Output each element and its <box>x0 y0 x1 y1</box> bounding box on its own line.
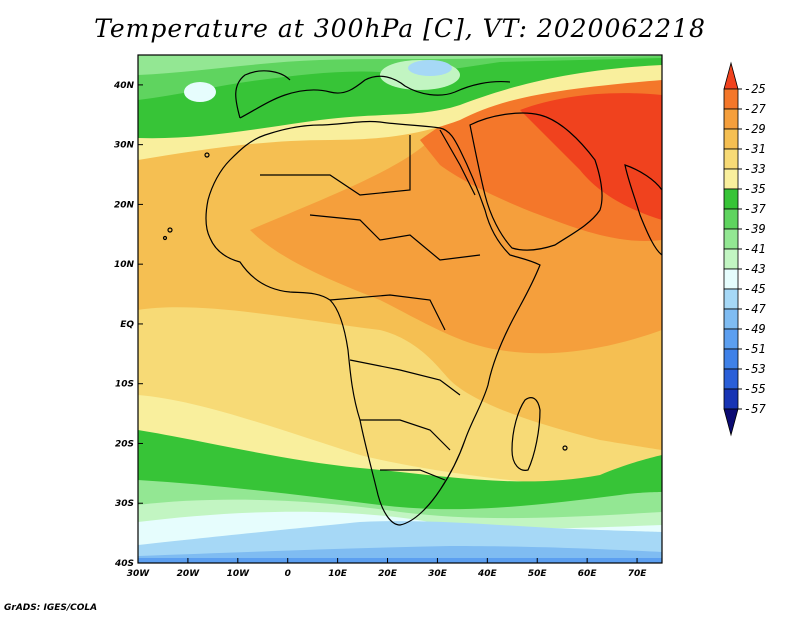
lon-tick-label: 70E <box>628 569 648 579</box>
colorbar-swatch <box>723 228 739 250</box>
temperature-field <box>138 55 662 563</box>
colorbar-swatch <box>723 168 739 190</box>
colorbar-label: -37 <box>744 202 766 216</box>
lon-tick-label: 0 <box>285 569 291 579</box>
coastlines <box>162 70 662 526</box>
colorbar-label: -27 <box>744 102 766 116</box>
colorbar-swatch <box>723 128 739 150</box>
colorbar-swatch <box>723 328 739 350</box>
colorbar-label: -25 <box>744 82 766 96</box>
lon-tick-label: 30W <box>127 569 151 579</box>
lon-tick-label: 60E <box>578 569 598 579</box>
colorbar-swatch <box>723 268 739 290</box>
lat-tick-label: 40S <box>114 559 134 569</box>
colorbar-swatch <box>723 248 739 270</box>
colorbar-swatch <box>723 408 739 437</box>
colorbar-label: -55 <box>744 382 766 396</box>
colorbar-swatch <box>723 348 739 370</box>
longitude-ticks: 30W 20W 10W 0 10E 20E 30E 40E 50E 60E 70E <box>127 558 647 579</box>
lat-tick-label: 40N <box>113 81 135 91</box>
colorbar-swatch <box>723 388 739 410</box>
colorbar-label: -31 <box>744 142 766 156</box>
colorbar-label: -43 <box>744 262 766 276</box>
lon-tick-label: 30E <box>428 569 448 579</box>
colorbar-label: -33 <box>744 162 766 176</box>
colorbar-swatch <box>723 288 739 310</box>
map-title: Temperature at 300hPa [C], VT: 202006221… <box>94 14 706 43</box>
lon-tick-label: 10E <box>328 569 348 579</box>
colorbar-label: -35 <box>744 182 766 196</box>
lat-tick-label: EQ <box>120 320 134 330</box>
lat-tick-label: 10N <box>114 260 135 270</box>
lon-tick-label: 10W <box>227 569 251 579</box>
lon-tick-label: 20E <box>378 569 398 579</box>
colorbar-swatch <box>723 88 739 110</box>
colorbar-label: -47 <box>744 302 766 316</box>
colorbar-label: -53 <box>744 362 766 376</box>
colorbar-label: -51 <box>744 342 766 356</box>
colorbar-label: -39 <box>744 222 766 236</box>
lat-tick-label: 10S <box>115 380 134 390</box>
colorbar-swatch <box>723 108 739 130</box>
colorbar-label: -45 <box>744 282 766 296</box>
lon-tick-label: 50E <box>528 569 548 579</box>
lat-tick-label: 20N <box>114 200 135 210</box>
lon-tick-label: 40E <box>477 569 498 579</box>
lat-tick-label: 20S <box>115 439 134 449</box>
colorbar: -25 -27 -29 -31 -33 -35 -37 -39 -41 -43 -45 -47 -49 -… <box>723 61 766 437</box>
colorbar-swatch <box>723 208 739 230</box>
colorbar-label: -57 <box>744 402 766 416</box>
colorbar-label: -29 <box>744 122 766 136</box>
colorbar-swatch <box>723 61 739 90</box>
colorbar-label: -49 <box>744 322 766 336</box>
lat-tick-label: 30S <box>115 499 134 509</box>
latitude-ticks: 40S 30S 20S 10S EQ 10N 20N 30N 40N <box>113 81 143 569</box>
map-frame <box>137 54 663 564</box>
colorbar-swatch <box>723 188 739 210</box>
colorbar-label: -41 <box>744 242 766 256</box>
colorbar-swatch <box>723 368 739 390</box>
colorbar-swatch <box>723 148 739 170</box>
lon-tick-label: 20W <box>177 569 201 579</box>
colorbar-swatch <box>723 308 739 330</box>
lat-tick-label: 30N <box>114 141 135 151</box>
grads-credit: GrADS: IGES/COLA <box>4 603 98 613</box>
